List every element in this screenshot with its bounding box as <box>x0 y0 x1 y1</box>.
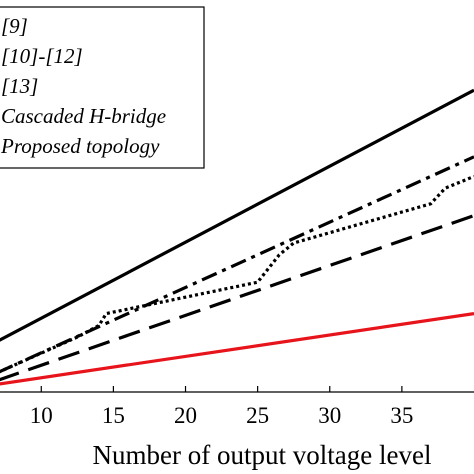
series-layer <box>0 88 474 386</box>
x-axis-label: Number of output voltage level <box>93 440 432 470</box>
legend-entry-proposed-topology: Proposed topology <box>0 134 160 158</box>
x-tick-label: 25 <box>246 403 269 428</box>
legend-entry-9: [9] <box>1 14 28 38</box>
x-tick-label: 30 <box>318 403 341 428</box>
x-tick-label: 35 <box>390 403 413 428</box>
legend-entry-13: [13] <box>1 74 38 98</box>
series-line-10-12 <box>0 155 474 374</box>
series-line-13 <box>0 174 474 374</box>
legend: [9] [10]-[12] [13] Cascaded H-bridge Propose… <box>0 6 205 169</box>
x-tick-label: 15 <box>102 403 125 428</box>
legend-box <box>0 6 205 169</box>
legend-entry-10-12: [10]-[12] <box>1 44 83 68</box>
legend-entry-cascaded-h-bridge: Cascaded H-bridge <box>1 104 166 128</box>
x-tick-label: 20 <box>174 403 197 428</box>
series-line-proposed-topology <box>0 312 474 386</box>
series-line-9 <box>0 88 474 342</box>
series-line-cascaded-h-bridge <box>0 214 474 382</box>
x-axis-ticks: 10 15 20 25 30 35 <box>30 386 413 428</box>
x-tick-label: 10 <box>30 403 53 428</box>
